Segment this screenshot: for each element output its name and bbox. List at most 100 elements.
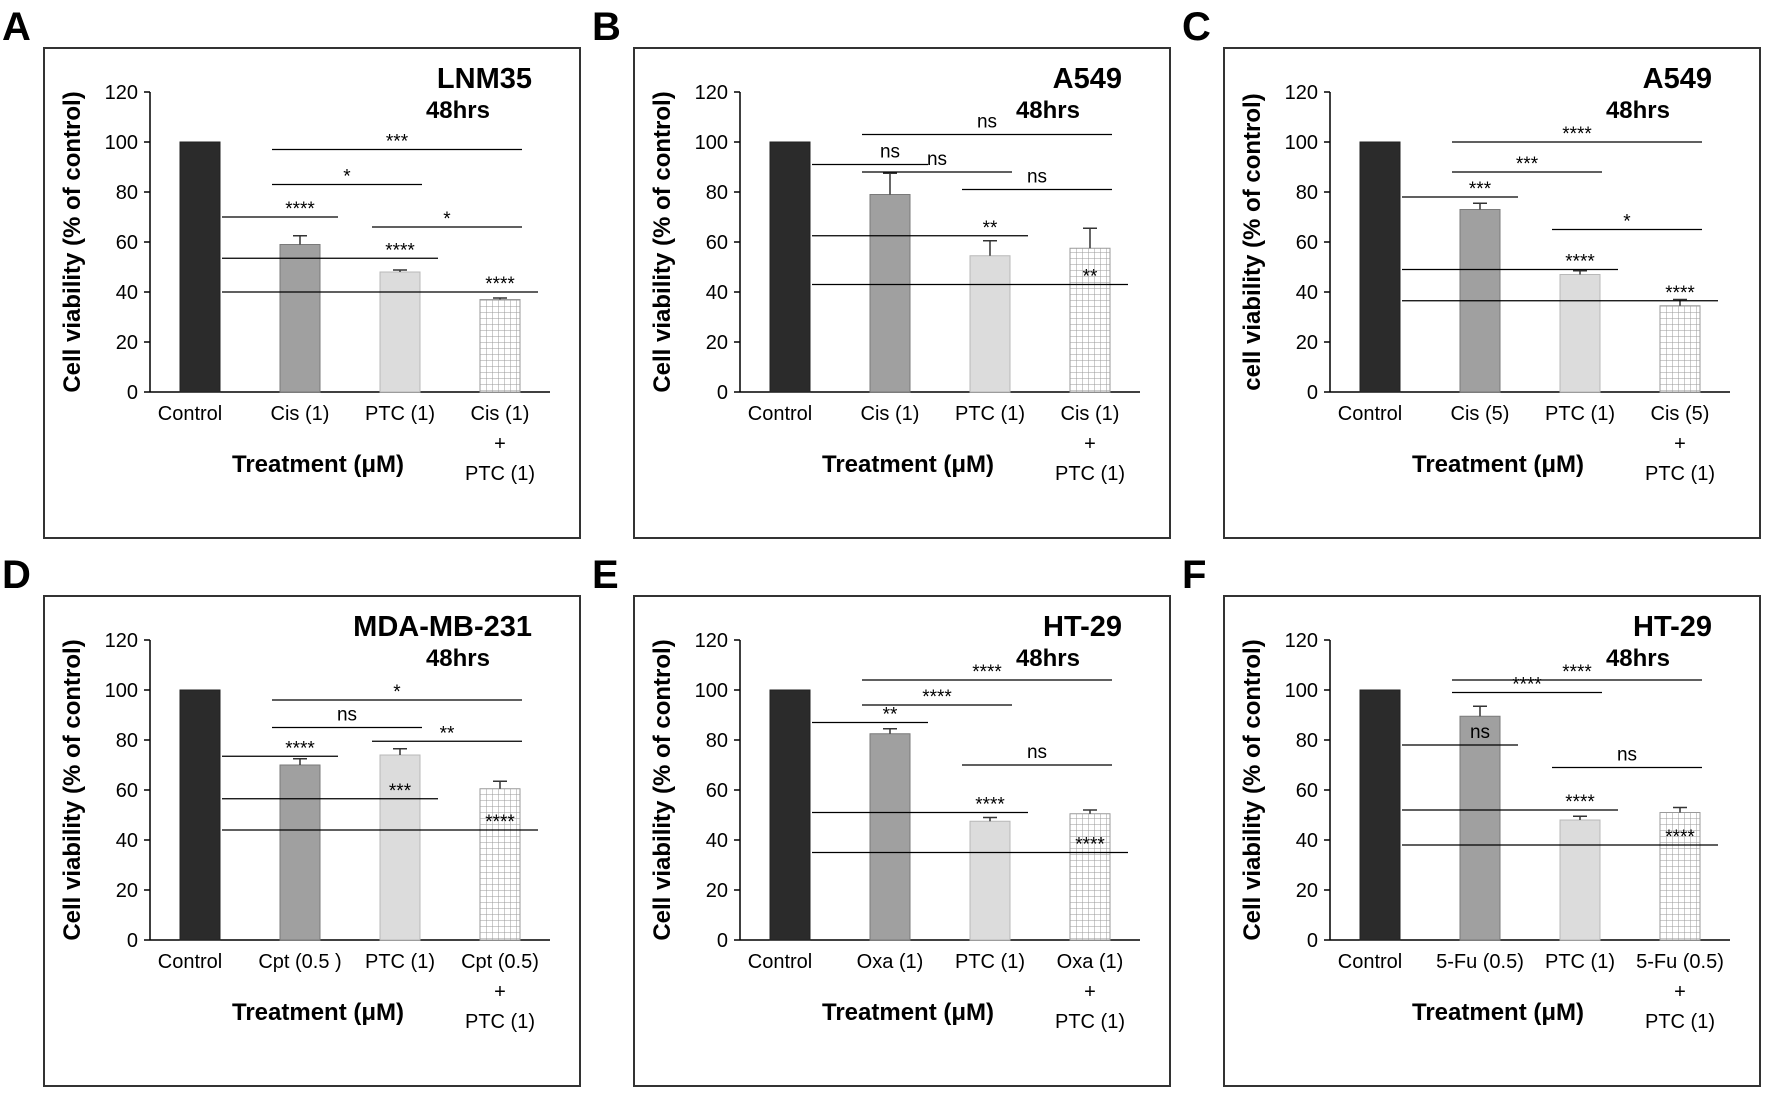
category-label: Control: [1338, 951, 1402, 973]
bar-2: [969, 820, 1011, 941]
significance-label: ***: [386, 132, 409, 153]
panel-frame: [43, 47, 581, 539]
category-label: Cpt (0.5): [461, 951, 539, 973]
y-axis-label: Cell viability (% of control): [59, 639, 86, 940]
time-subtitle: 48hrs: [1606, 645, 1670, 672]
significance-label: ****: [1512, 675, 1542, 696]
y-tick-label: 100: [1285, 132, 1318, 154]
panel-letter: F: [1182, 553, 1206, 597]
category-label: +: [1084, 981, 1096, 1003]
significance-label: ****: [1665, 827, 1695, 848]
y-tick-label: 0: [1307, 930, 1318, 952]
category-label: Oxa (1): [1057, 951, 1124, 973]
category-label: PTC (1): [465, 463, 535, 485]
bar-3: [1069, 247, 1111, 393]
bar-3: [1069, 813, 1111, 941]
significance-label: ****: [972, 662, 1002, 683]
significance-label: ns: [977, 112, 997, 133]
x-axis-label: Treatment (μM): [822, 451, 994, 478]
category-label: Control: [158, 951, 222, 973]
category-label: Cis (5): [1651, 403, 1710, 425]
significance-label: ***: [1516, 154, 1539, 175]
y-tick-label: 40: [1296, 282, 1318, 304]
y-tick-label: 60: [706, 780, 728, 802]
y-tick-label: 40: [706, 282, 728, 304]
y-tick-label: 0: [717, 930, 728, 952]
significance-label: *: [393, 682, 401, 703]
significance-label: ns: [1617, 745, 1637, 766]
category-label: PTC (1): [1545, 951, 1615, 973]
y-tick-label: 0: [127, 382, 138, 404]
x-axis-label: Treatment (μM): [232, 999, 404, 1026]
significance-label: ns: [337, 705, 357, 726]
significance-label: ****: [975, 795, 1005, 816]
panel-frame: [1223, 47, 1761, 539]
y-tick-label: 60: [1296, 232, 1318, 254]
y-tick-label: 100: [1285, 680, 1318, 702]
y-tick-label: 120: [695, 82, 728, 104]
significance-label: ****: [922, 687, 952, 708]
panel-frame: [1223, 595, 1761, 1087]
y-tick-label: 120: [695, 630, 728, 652]
bar-1: [869, 733, 911, 941]
category-label: Cis (1): [861, 403, 920, 425]
x-axis-label: Treatment (μM): [1412, 451, 1584, 478]
y-tick-label: 100: [695, 680, 728, 702]
y-tick-label: 20: [1296, 880, 1318, 902]
y-tick-label: 120: [105, 82, 138, 104]
category-label: +: [494, 433, 506, 455]
significance-label: ****: [1562, 124, 1592, 145]
y-tick-label: 60: [116, 780, 138, 802]
time-subtitle: 48hrs: [1606, 97, 1670, 124]
y-axis-label: Cell viability (% of control): [59, 91, 86, 392]
panel-frame: [43, 595, 581, 1087]
y-tick-label: 80: [706, 182, 728, 204]
y-axis-label: cell viability (% of control): [1239, 93, 1266, 390]
time-subtitle: 48hrs: [1016, 97, 1080, 124]
category-label: 5-Fu (0.5): [1436, 951, 1524, 973]
y-tick-label: 0: [1307, 382, 1318, 404]
y-tick-label: 80: [1296, 730, 1318, 752]
category-label: PTC (1): [955, 403, 1025, 425]
panel-letter: C: [1182, 5, 1211, 49]
y-tick-label: 100: [105, 680, 138, 702]
cell-line-title: MDA-MB-231: [353, 611, 532, 643]
panel-letter: D: [2, 553, 31, 597]
y-tick-label: 0: [127, 930, 138, 952]
bar-0: [769, 141, 811, 393]
y-tick-label: 20: [706, 880, 728, 902]
y-tick-label: 60: [706, 232, 728, 254]
bar-2: [379, 271, 421, 393]
y-tick-label: 40: [116, 282, 138, 304]
category-label: +: [494, 981, 506, 1003]
y-tick-label: 80: [116, 730, 138, 752]
significance-label: ns: [1470, 722, 1490, 743]
category-label: +: [1674, 981, 1686, 1003]
y-tick-label: 0: [717, 382, 728, 404]
bar-3: [479, 299, 521, 393]
bar-1: [1459, 715, 1501, 941]
category-label: PTC (1): [955, 951, 1025, 973]
panel-frame: [633, 47, 1171, 539]
significance-label: ****: [285, 738, 315, 759]
significance-label: **: [1083, 267, 1098, 288]
x-axis-label: Treatment (μM): [822, 999, 994, 1026]
y-tick-label: 100: [695, 132, 728, 154]
significance-label: ***: [389, 781, 412, 802]
category-label: PTC (1): [1055, 1011, 1125, 1033]
bar-3: [1659, 305, 1701, 393]
significance-label: ****: [385, 240, 415, 261]
bar-2: [969, 255, 1011, 393]
significance-label: ****: [485, 274, 515, 295]
significance-label: ****: [285, 199, 315, 220]
significance-label: ***: [1469, 179, 1492, 200]
significance-label: ns: [1027, 167, 1047, 188]
category-label: Control: [158, 403, 222, 425]
significance-label: **: [983, 218, 998, 239]
